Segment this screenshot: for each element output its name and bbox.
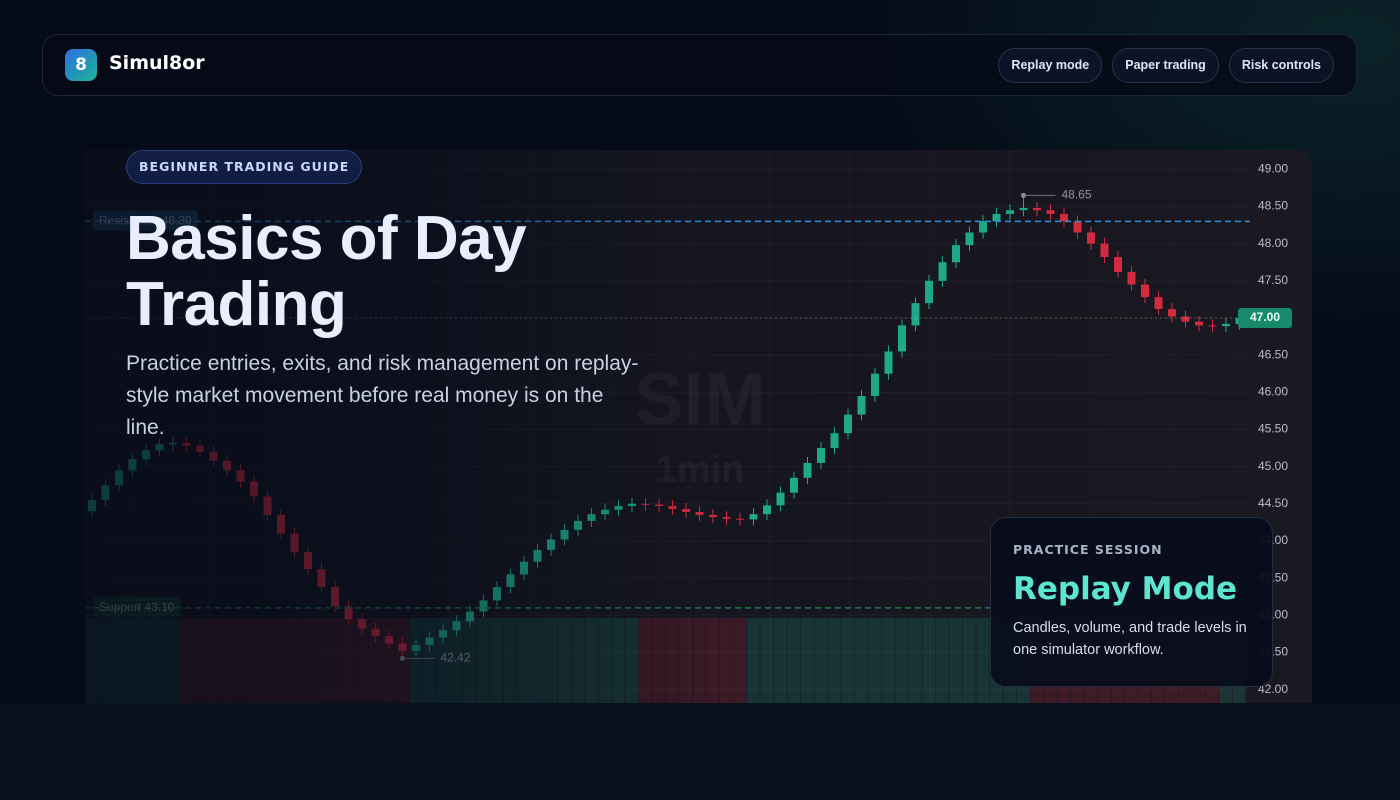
y-tick-label: 46.50 bbox=[1258, 347, 1288, 361]
y-tick-label: 49.00 bbox=[1258, 161, 1288, 175]
candle-body bbox=[884, 351, 893, 374]
card-kicker: PRACTICE SESSION bbox=[1013, 542, 1163, 557]
nav-link[interactable]: Risk controls bbox=[1228, 48, 1334, 83]
candle-body bbox=[1033, 207, 1041, 211]
volume-bar bbox=[854, 618, 868, 703]
candle-body bbox=[1181, 316, 1190, 322]
volume-bar bbox=[827, 618, 841, 703]
candle-body bbox=[952, 245, 960, 263]
candle-body bbox=[1006, 210, 1014, 214]
candle-body bbox=[790, 477, 798, 493]
candle-body bbox=[1141, 284, 1149, 298]
nav: Replay mode Paper trading Risk controls bbox=[998, 48, 1334, 83]
y-tick-label: 48.50 bbox=[1258, 199, 1288, 213]
volume-bar bbox=[814, 618, 828, 703]
candle-body bbox=[803, 462, 812, 478]
session-card: PRACTICE SESSION Replay Mode Candles, vo… bbox=[990, 517, 1273, 687]
y-tick-label: 42.00 bbox=[1258, 682, 1288, 696]
candle-body bbox=[830, 433, 839, 449]
candle-body bbox=[1087, 232, 1095, 244]
y-tick-label: 47.50 bbox=[1258, 273, 1288, 287]
candle-body bbox=[938, 262, 947, 281]
candle-body bbox=[871, 373, 879, 397]
candle-body bbox=[979, 221, 987, 233]
candle-body bbox=[1060, 213, 1068, 222]
high-marker-label: 48.65 bbox=[1062, 188, 1092, 202]
volume-bar bbox=[841, 618, 855, 703]
candle-body bbox=[1154, 297, 1163, 310]
candle-body bbox=[992, 213, 1001, 222]
y-tick-label: 45.00 bbox=[1258, 459, 1288, 473]
candle-body bbox=[1127, 271, 1136, 285]
candle-body bbox=[763, 505, 771, 515]
last-price-tag bbox=[1238, 307, 1292, 328]
candle-body bbox=[722, 517, 731, 519]
candle-body bbox=[1195, 321, 1203, 326]
volume-bar bbox=[922, 618, 936, 703]
volume-bar bbox=[908, 618, 922, 703]
candle-body bbox=[965, 232, 974, 246]
card-title: Replay Mode bbox=[1013, 571, 1238, 607]
y-tick-label: 46.00 bbox=[1258, 384, 1288, 398]
candle-body bbox=[1100, 243, 1109, 258]
last-price-label: 47.00 bbox=[1250, 310, 1280, 324]
candle-body bbox=[817, 448, 825, 463]
volume-bar bbox=[733, 618, 747, 703]
candle-body bbox=[925, 280, 933, 304]
volume-bar bbox=[895, 618, 909, 703]
candle-body bbox=[844, 414, 852, 434]
candle-body bbox=[1046, 210, 1055, 214]
candle-body bbox=[857, 396, 866, 415]
candle-body bbox=[736, 518, 744, 520]
y-tick-label: 44.50 bbox=[1258, 496, 1288, 510]
volume-bar bbox=[976, 618, 990, 703]
volume-bar bbox=[962, 618, 976, 703]
card-text: Candles, volume, and trade levels in one… bbox=[1013, 620, 1247, 658]
left-fade bbox=[85, 150, 725, 703]
candle-body bbox=[1073, 221, 1082, 233]
logo[interactable]: 8 bbox=[65, 49, 97, 81]
volume-bar bbox=[773, 618, 787, 703]
hero-text: Practice entries, exits, and risk manage… bbox=[126, 352, 639, 439]
header: 8 Simul8or Replay mode Paper trading Ris… bbox=[42, 34, 1357, 96]
candle-body bbox=[1019, 207, 1028, 211]
nav-link[interactable]: Replay mode bbox=[998, 48, 1103, 83]
nav-link[interactable]: Paper trading bbox=[1112, 48, 1219, 83]
candle-body bbox=[1222, 323, 1230, 327]
volume-bar bbox=[868, 618, 882, 703]
volume-bar bbox=[760, 618, 774, 703]
badge: BEGINNER TRADING GUIDE bbox=[126, 150, 363, 184]
y-tick-label: 45.50 bbox=[1258, 422, 1288, 436]
y-tick-label: 48.00 bbox=[1258, 236, 1288, 250]
candle-body bbox=[749, 514, 758, 520]
candle-body bbox=[1208, 325, 1217, 327]
hero-title: Basics of Day Trading bbox=[126, 204, 527, 339]
volume-bar bbox=[800, 618, 814, 703]
volume-bar bbox=[935, 618, 949, 703]
candle-body bbox=[1168, 309, 1176, 317]
volume-bar bbox=[746, 618, 760, 703]
volume-bar bbox=[881, 618, 895, 703]
volume-bar bbox=[787, 618, 801, 703]
candle-body bbox=[911, 303, 920, 326]
volume-bar bbox=[949, 618, 963, 703]
brand[interactable]: Simul8or bbox=[109, 52, 205, 74]
candle-body bbox=[1114, 257, 1122, 272]
candle-body bbox=[776, 492, 785, 506]
candle-body bbox=[898, 325, 906, 352]
